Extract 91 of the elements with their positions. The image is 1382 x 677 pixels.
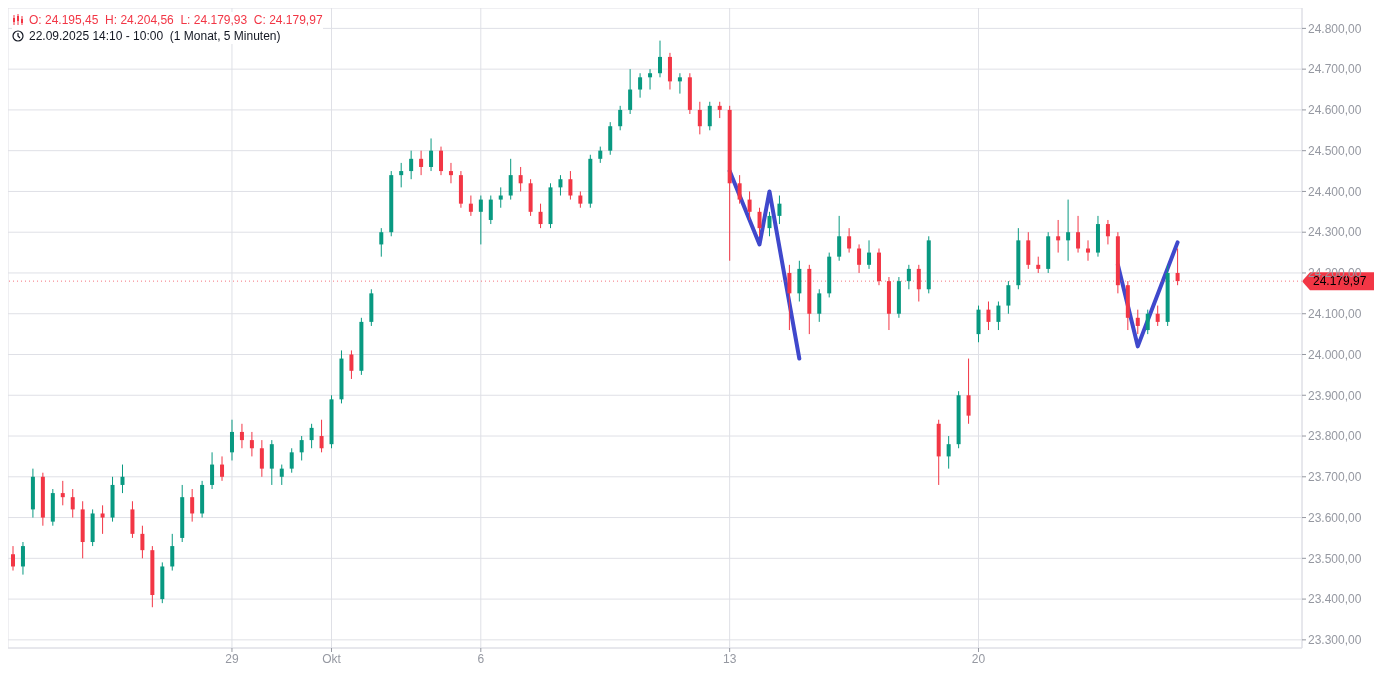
candlestick [468,195,473,217]
candlestick [419,150,424,176]
candlestick [677,72,682,95]
candlestick [707,101,712,131]
candlestick [239,423,244,449]
candlestick [518,166,523,192]
candlestick [70,488,75,519]
candlestick [857,243,862,274]
x-tick-label: 6 [477,651,485,666]
x-tick-label: Okt [322,651,342,666]
candlestick [867,239,872,270]
x-tick-label: 20 [971,651,986,666]
candlestick [448,162,453,184]
candlestick [837,215,842,262]
candlestick [210,451,215,490]
y-tick-label: 24.000,00 [1308,347,1362,362]
candlestick [1145,309,1150,335]
candlestick [120,464,125,494]
candlestick [299,435,304,461]
y-tick-label: 23.500,00 [1308,551,1362,566]
candlestick [1066,199,1071,262]
candlestick [488,195,493,225]
candlestick [697,101,702,135]
candlestick [140,525,145,559]
candlestick [558,174,563,197]
candlestick [777,195,782,225]
candlestick [309,423,314,449]
candlestick [349,349,354,380]
candlestick [229,419,234,461]
candlestick [996,301,1001,331]
candlestick [1105,219,1110,245]
y-tick-label: 24.400,00 [1308,184,1362,199]
chart-title: O: 24.195,45 H: 24.204,56 L: 24.179,93 C: 24.179,97 [29,12,323,28]
candlestick [906,264,911,290]
candlestick [259,439,264,478]
candlestick [279,464,284,486]
candlestick [946,435,951,470]
candlestick [618,105,623,131]
candlestick [100,504,105,535]
candlestick [568,170,573,201]
candlestick [289,447,294,474]
candlestick [648,68,653,91]
candlestick [190,488,195,523]
candlestick [379,227,384,258]
candlestick [409,150,414,180]
y-tick-label: 24.500,00 [1308,143,1362,158]
y-tick-label: 23.700,00 [1308,470,1362,485]
candlestick [658,40,662,78]
candlestick [170,533,175,572]
y-tick-label: 24.600,00 [1308,103,1362,118]
y-tick-label: 23.300,00 [1308,633,1362,648]
candlestick [11,545,15,572]
candlestick [817,288,822,323]
candlestick [966,358,971,425]
candlestick [1076,215,1081,254]
candlestick [498,186,503,209]
candlestick [747,190,752,221]
y-tick-label: 23.400,00 [1308,592,1362,607]
y-tick-label: 23.900,00 [1308,388,1362,403]
y-tick-label: 24.100,00 [1308,306,1362,321]
candlestick [638,72,643,99]
candlestick [757,207,762,237]
x-tick-label: 13 [722,651,737,666]
candlestick [628,68,633,115]
y-tick-label: 24.300,00 [1308,225,1362,240]
candlestick [478,195,483,245]
candlestick [1086,239,1091,262]
y-tick-label: 24.800,00 [1308,21,1362,36]
candlestick [1006,280,1011,315]
y-tick-label: 23.800,00 [1308,429,1362,444]
candlestick [847,227,852,254]
candlestick [439,146,444,176]
candlestick [767,211,772,237]
candlestick [1056,219,1061,254]
candlestick [60,480,65,506]
y-tick-label: 23.600,00 [1308,510,1362,525]
y-tick-label: 24.700,00 [1308,62,1362,77]
candlestick [1155,305,1160,327]
candlestick [737,174,742,205]
text: 22.09.2025 14:10 - 10:00 (1 Monat, 5 Minuten) [29,28,281,44]
candlestick [249,431,254,457]
candlestick [986,301,991,331]
candlestick [220,455,225,482]
candlestick [538,203,543,229]
candlestick [429,137,434,172]
candlestick [1135,309,1140,335]
candlestick [399,162,404,188]
candlestick [508,158,513,201]
candlestick [319,419,324,453]
x-tick-label: 29 [225,651,239,666]
candlestick [20,541,25,576]
